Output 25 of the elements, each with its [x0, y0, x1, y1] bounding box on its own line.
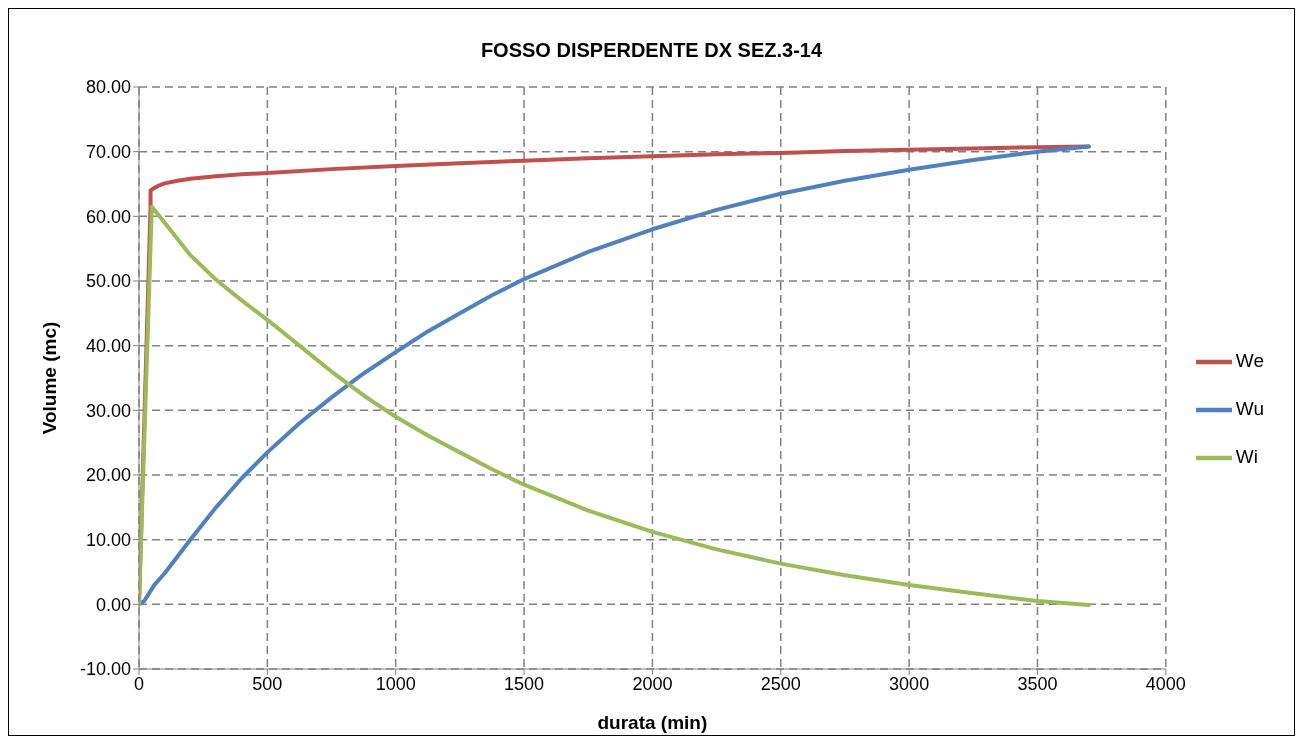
x-tick-label: 2500: [760, 673, 801, 694]
y-tick-label: -10.00: [79, 659, 131, 680]
x-tick-label: 500: [252, 673, 283, 694]
y-tick-label: 0.00: [95, 594, 131, 615]
y-tick-label: 50.00: [85, 271, 131, 292]
x-tick-label: 1000: [375, 673, 416, 694]
y-tick-label: 60.00: [85, 206, 131, 227]
x-tick-label: 1500: [504, 673, 545, 694]
legend-label: Wu: [1235, 398, 1264, 419]
x-axis-title: durata (min): [597, 712, 708, 733]
y-tick-label: 70.00: [85, 142, 131, 163]
chart-title: FOSSO DISPERDENTE DX SEZ.3-14: [479, 39, 824, 63]
x-tick-label: 3000: [889, 673, 930, 694]
x-tick-label: 0: [133, 673, 145, 694]
y-tick-label: 40.00: [85, 336, 131, 357]
y-tick-label: 30.00: [85, 400, 131, 421]
y-tick-label: 10.00: [85, 530, 131, 551]
x-tick-label: 4000: [1145, 673, 1186, 694]
x-tick-label: 2000: [632, 673, 673, 694]
legend-label: We: [1235, 350, 1264, 371]
x-tick-label: 3500: [1017, 673, 1058, 694]
legend-label: Wi: [1235, 446, 1258, 467]
y-tick-label: 20.00: [85, 465, 131, 486]
y-tick-label: 80.00: [85, 77, 131, 98]
y-axis-title: Volume (mc): [38, 321, 60, 435]
